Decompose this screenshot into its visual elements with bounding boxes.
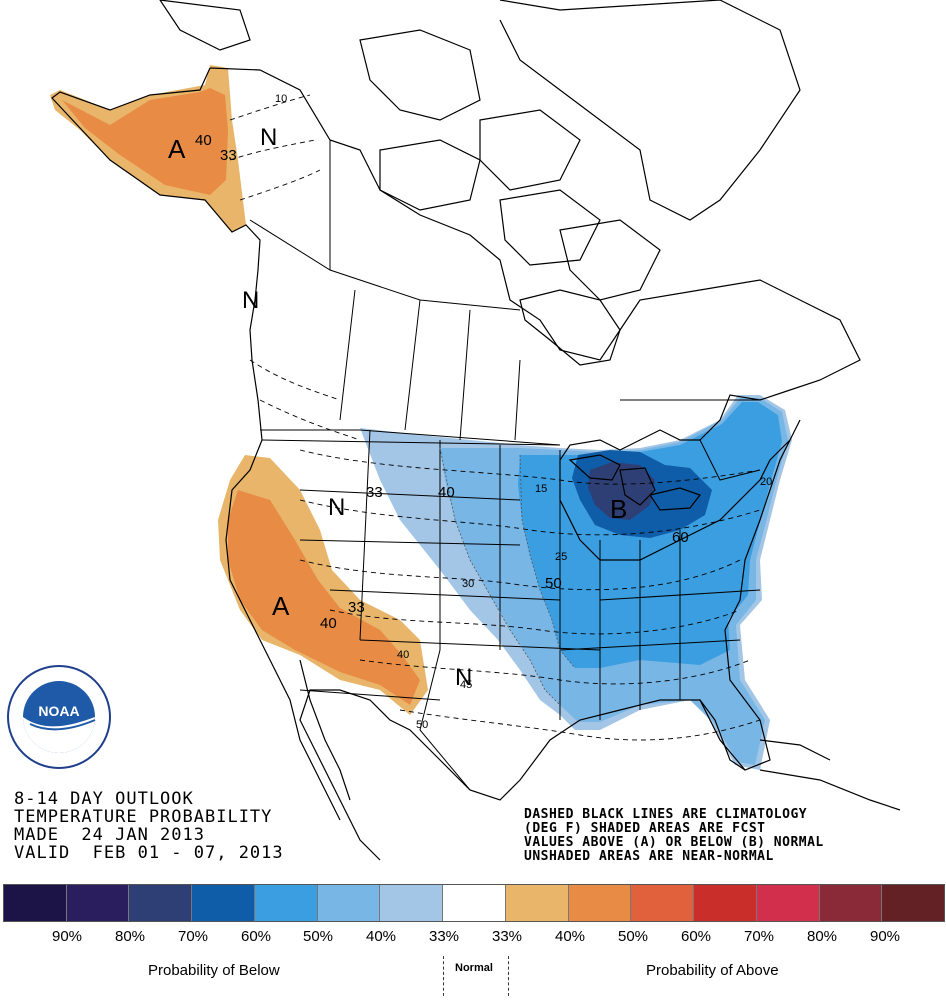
- title-line-3: MADE 24 JAN 2013: [14, 825, 205, 845]
- clim-label-15: 15: [535, 483, 547, 495]
- label-33-west: 33: [348, 599, 365, 616]
- clim-label-30: 30: [462, 578, 474, 590]
- note-line-1: DASHED BLACK LINES ARE CLIMATOLOGY: [524, 807, 808, 822]
- legend-swatch-below-33: [380, 885, 444, 921]
- legend-swatch-below-80: [66, 885, 130, 921]
- label-normal-idaho: N: [328, 494, 345, 521]
- title-block: 8-14 DAY OUTLOOK TEMPERATURE PROBABILITY…: [14, 790, 284, 862]
- map-labels: A N N N A N B 40 33 33 40 40 33 50 60: [168, 124, 689, 691]
- label-above-alaska: A: [168, 134, 186, 164]
- label-40-west: 40: [320, 615, 337, 632]
- note-line-3: VALUES ABOVE (A) OR BELOW (B) NORMAL: [524, 835, 824, 850]
- label-40-ak: 40: [195, 132, 212, 149]
- legend-swatch-below-90: [4, 885, 67, 921]
- legend-tick: 33%: [428, 928, 460, 945]
- legend-below-label: Probability of Below: [148, 962, 280, 979]
- legend-tick: 60%: [680, 928, 712, 945]
- legend-tick: 80%: [114, 928, 146, 945]
- note-line-4: UNSHADED AREAS ARE NEAR-NORMAL: [524, 849, 774, 864]
- legend-swatch-below-50: [254, 885, 318, 921]
- label-60-east: 60: [672, 529, 689, 546]
- label-normal-alaska: N: [260, 124, 277, 151]
- legend-normal-divider-left: [443, 956, 444, 996]
- clim-label-10: 10: [275, 93, 287, 105]
- legend-tick: 70%: [177, 928, 209, 945]
- legend-swatch-above-70: [756, 885, 820, 921]
- legend-swatch-above-50: [631, 885, 695, 921]
- label-normal-texas: N: [455, 664, 472, 691]
- legend-tick: 60%: [240, 928, 272, 945]
- legend-tick: 90%: [51, 928, 83, 945]
- legend-tick: 40%: [554, 928, 586, 945]
- legend-swatch-above-60: [694, 885, 757, 921]
- legend-tick: 90%: [869, 928, 901, 945]
- title-line-1: 8-14 DAY OUTLOOK: [14, 789, 194, 809]
- legend-tick: 33%: [491, 928, 523, 945]
- legend-swatch-below-70: [129, 885, 193, 921]
- legend-color-bar: [3, 884, 945, 922]
- legend-ticks: 90% 80% 70% 60% 50% 40% 33% 33% 40% 50% …: [3, 928, 945, 948]
- alaska-above-40-area: [62, 88, 228, 195]
- west-above-40-area: [228, 490, 420, 705]
- legend-tick: 50%: [302, 928, 334, 945]
- noaa-logo: NOAA: [7, 665, 111, 769]
- coastlines: [51, 0, 901, 861]
- borders: [249, 140, 761, 791]
- label-33-ak: 33: [220, 147, 237, 164]
- probability-contours: [439, 447, 576, 706]
- title-line-2: TEMPERATURE PROBABILITY: [14, 807, 273, 827]
- label-above-ca: A: [272, 591, 290, 621]
- legend-above-label: Probability of Above: [646, 962, 779, 979]
- climatology-labels: 10 15 20 25 30 40 45 50: [275, 93, 772, 731]
- label-33-plains: 33: [366, 484, 383, 501]
- label-below-gl: B: [610, 494, 627, 524]
- legend-normal-label: Normal: [455, 962, 493, 974]
- legend-swatch-below-60: [192, 885, 255, 921]
- legend-normal-divider-right: [508, 956, 509, 996]
- note-line-2: (DEG F) SHADED AREAS ARE FCST: [524, 821, 766, 836]
- clim-label-45: 45: [460, 679, 472, 691]
- label-50-mid: 50: [545, 575, 562, 592]
- noaa-logo-text: NOAA: [38, 703, 79, 719]
- legend-swatch-below-40: [317, 885, 381, 921]
- label-40-plains: 40: [438, 484, 455, 501]
- title-line-4: VALID FEB 01 - 07, 2013: [14, 843, 284, 863]
- notes-block: DASHED BLACK LINES ARE CLIMATOLOGY (DEG …: [524, 808, 824, 864]
- legend-tick: 70%: [743, 928, 775, 945]
- legend-swatch-above-90: [882, 885, 945, 921]
- legend-tick: 40%: [365, 928, 397, 945]
- clim-label-40: 40: [397, 649, 409, 661]
- east-below-70-area: [588, 462, 655, 520]
- legend-tick: 50%: [617, 928, 649, 945]
- legend-swatch-above-40: [568, 885, 632, 921]
- clim-label-50: 50: [416, 719, 428, 731]
- legend-swatch-normal: [443, 885, 506, 921]
- clim-label-25: 25: [555, 551, 567, 563]
- legend-swatch-above-80: [819, 885, 883, 921]
- label-normal-pnw: N: [242, 287, 259, 314]
- legend-tick: 80%: [806, 928, 838, 945]
- outlook-map: A N N N A N B 40 33 33 40 40 33 50 60 10…: [50, 0, 901, 861]
- climatology-contours: [229, 94, 761, 741]
- legend-swatch-above-33: [505, 885, 569, 921]
- clim-label-20: 20: [760, 476, 772, 488]
